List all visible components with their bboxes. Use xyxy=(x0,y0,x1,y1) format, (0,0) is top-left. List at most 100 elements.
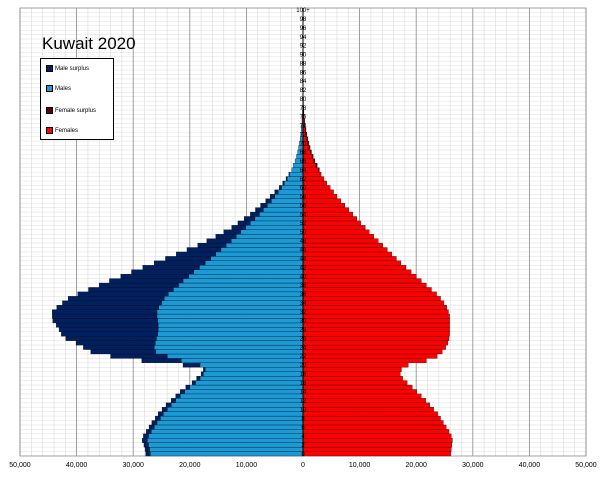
age-label: 56 xyxy=(300,203,307,209)
female-bar xyxy=(302,238,379,244)
male-surplus-bar xyxy=(120,273,189,279)
male-bar xyxy=(167,353,304,359)
female-bar xyxy=(302,442,453,448)
female-bar xyxy=(302,358,427,364)
male-bar xyxy=(175,398,304,403)
male-surplus-bar xyxy=(88,287,174,293)
age-label: 2 xyxy=(301,443,305,449)
male-surplus-bar xyxy=(143,433,149,439)
male-surplus-bar xyxy=(56,305,159,310)
male-bar xyxy=(182,278,304,284)
age-label: 0 xyxy=(301,452,305,458)
age-label: 62 xyxy=(300,177,307,183)
age-label: 94 xyxy=(300,35,307,41)
male-surplus-bar xyxy=(191,380,196,386)
female-surplus-bar xyxy=(318,167,320,173)
male-surplus-bar xyxy=(144,446,150,452)
female-bar xyxy=(302,344,446,350)
age-label: 20 xyxy=(300,363,307,369)
legend-item-males: Males xyxy=(46,83,71,95)
female-bar xyxy=(302,198,342,204)
male-bar xyxy=(151,429,304,434)
male-surplus-bar xyxy=(206,238,232,244)
male-bar xyxy=(161,300,304,306)
male-surplus-bar xyxy=(145,451,151,457)
male-surplus-bar xyxy=(61,331,158,337)
female-surplus-bar xyxy=(313,158,316,164)
legend-label: Male surplus xyxy=(55,66,90,72)
male-surplus-bar xyxy=(52,318,158,324)
female-bar xyxy=(302,242,383,248)
age-label: 16 xyxy=(300,381,307,387)
male-bar xyxy=(157,327,304,332)
male-bar xyxy=(215,251,304,257)
male-surplus-bar xyxy=(151,420,158,426)
male-bar xyxy=(204,260,304,266)
age-label: 26 xyxy=(300,336,307,342)
male-bar xyxy=(149,446,304,452)
x-tick-label: 40,000 xyxy=(519,462,541,469)
male-surplus-bar xyxy=(142,265,200,270)
female-bar xyxy=(302,438,453,443)
x-tick-label: 30,000 xyxy=(462,462,484,469)
male-bar xyxy=(155,340,304,346)
x-tick-label: 50,000 xyxy=(575,462,597,469)
female-bar xyxy=(302,336,450,341)
female-bar xyxy=(302,220,361,226)
female-bar xyxy=(302,376,403,381)
x-tick-label: 30,000 xyxy=(122,462,144,469)
age-label: 22 xyxy=(300,354,307,360)
male-bar xyxy=(195,380,304,386)
x-tick-label: 10,000 xyxy=(349,462,371,469)
male-bar xyxy=(148,433,304,439)
male-surplus-bar xyxy=(157,411,164,417)
male-surplus-bar xyxy=(56,322,159,328)
age-label: 44 xyxy=(300,257,307,263)
male-surplus-bar xyxy=(231,225,246,230)
female-surplus-bar xyxy=(311,154,314,159)
age-label: 98 xyxy=(300,17,307,23)
female-bar xyxy=(302,433,452,439)
age-label: 24 xyxy=(300,345,307,351)
male-surplus-bar xyxy=(155,415,161,421)
female-bar xyxy=(302,265,407,270)
male-surplus-bar xyxy=(186,247,222,253)
male-bar xyxy=(184,389,304,395)
age-label: 10 xyxy=(300,407,307,413)
legend-label: Males xyxy=(55,86,72,92)
age-label: 28 xyxy=(300,328,307,334)
male-bar xyxy=(271,198,304,204)
legend-label: Females xyxy=(55,128,79,134)
legend-swatch-males xyxy=(46,84,53,92)
female-bar xyxy=(302,273,417,279)
female-bar xyxy=(302,305,447,310)
age-label: 50 xyxy=(300,230,307,236)
age-label: 74 xyxy=(300,124,307,130)
female-bar xyxy=(302,256,397,261)
female-bar xyxy=(302,398,426,403)
male-surplus-bar xyxy=(265,198,272,204)
female-bar xyxy=(302,384,413,390)
age-label: 86 xyxy=(300,70,307,76)
male-bar xyxy=(259,211,304,217)
male-bar xyxy=(163,411,304,417)
male-surplus-bar xyxy=(274,189,279,195)
male-surplus-bar xyxy=(52,313,158,319)
male-bar xyxy=(173,287,304,293)
age-label: 8 xyxy=(301,416,305,422)
male-surplus-bar xyxy=(58,327,159,332)
male-surplus-bar xyxy=(165,402,172,408)
female-bar xyxy=(302,380,408,386)
male-surplus-bar xyxy=(250,211,260,217)
male-surplus-bar xyxy=(255,207,264,213)
male-bar xyxy=(199,265,304,270)
female-bar xyxy=(302,296,441,301)
male-surplus-bar xyxy=(182,362,201,368)
female-surplus-bar xyxy=(305,132,307,137)
male-bar xyxy=(150,451,304,457)
age-label: 82 xyxy=(300,88,307,94)
age-label: 72 xyxy=(300,132,307,138)
male-bar xyxy=(178,282,304,288)
age-label: 34 xyxy=(300,301,307,307)
age-label: 38 xyxy=(300,283,307,289)
